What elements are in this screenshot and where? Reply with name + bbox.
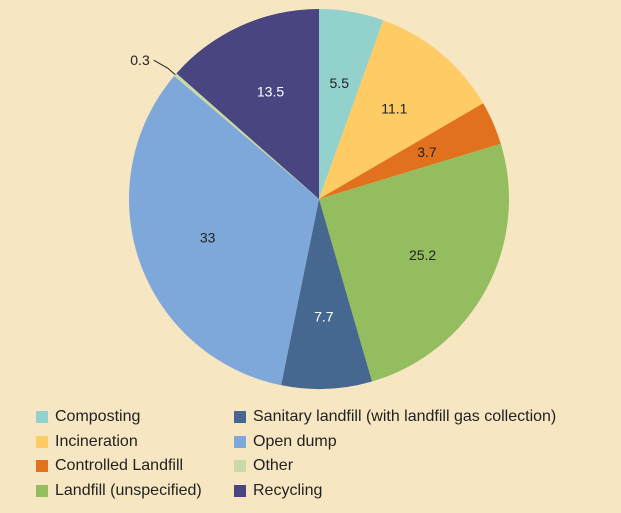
pie-chart-svg: 5.5 11.1 3.7 25.2 7.7 33 0.3 13.5 <box>128 9 510 390</box>
pie-slice-composting <box>319 9 384 199</box>
leader-line-other <box>153 59 176 76</box>
legend-label: Open dump <box>253 432 337 450</box>
legend-label: Other <box>253 457 294 475</box>
data-label-other: 0.3 <box>130 52 150 68</box>
legend-swatch <box>36 460 48 473</box>
data-label-open-dump: 33 <box>200 230 216 246</box>
data-label-incineration: 11.1 <box>381 100 407 116</box>
legend-label: Recycling <box>253 481 323 499</box>
pie-slice-recycling <box>176 9 319 199</box>
legend-item-controlled-landfill: Controlled Landfill <box>36 454 202 479</box>
legend-label: Sanitary landfill (with landfill gas col… <box>253 408 557 426</box>
legend-swatch <box>234 460 246 473</box>
legend-column: Sanitary landfill (with landfill gas col… <box>234 405 556 503</box>
legend-swatch <box>36 435 48 448</box>
pie-slice-other <box>174 73 319 199</box>
pie-slice-landfill-unspecified <box>319 143 510 382</box>
legend-label: Controlled Landfill <box>55 457 184 475</box>
legend-item-other: Other <box>234 454 556 479</box>
chart-legend: Composting Incineration Controlled Landfil… <box>36 405 616 509</box>
pie-slice-controlled-landfill <box>319 103 501 199</box>
data-label-sanitary-landfill-with-landfill-gas-collection: 7.7 <box>314 309 334 325</box>
legend-label: Landfill (unspecified) <box>55 481 202 499</box>
legend-swatch <box>234 435 246 448</box>
pie-slice-sanitary-landfill-with-landfill-gas-collection <box>281 199 373 390</box>
legend-swatch <box>234 411 246 424</box>
legend-item-recycling: Recycling <box>234 479 556 504</box>
data-label-recycling: 13.5 <box>257 84 284 100</box>
legend-item-composting: Composting <box>36 405 202 430</box>
legend-label: Incineration <box>55 432 138 450</box>
legend-swatch <box>36 484 48 497</box>
legend-item-landfill-unspecified: Landfill (unspecified) <box>36 479 202 504</box>
legend-swatch <box>234 484 246 497</box>
data-label-landfill-unspecified: 25.2 <box>409 247 436 263</box>
data-label-controlled-landfill: 3.7 <box>417 144 437 160</box>
legend-column: Composting Incineration Controlled Landfil… <box>36 405 202 503</box>
legend-item-sanitary-landfill-with-landfill-gas-collection: Sanitary landfill (with landfill gas col… <box>234 405 556 430</box>
pie-slice-open-dump <box>128 76 319 386</box>
legend-item-incineration: Incineration <box>36 430 202 455</box>
pie-slice-incineration <box>319 20 484 200</box>
legend-label: Composting <box>55 408 141 426</box>
legend-item-open-dump: Open dump <box>234 430 556 455</box>
legend-swatch <box>36 411 48 424</box>
data-label-composting: 5.5 <box>330 75 350 91</box>
